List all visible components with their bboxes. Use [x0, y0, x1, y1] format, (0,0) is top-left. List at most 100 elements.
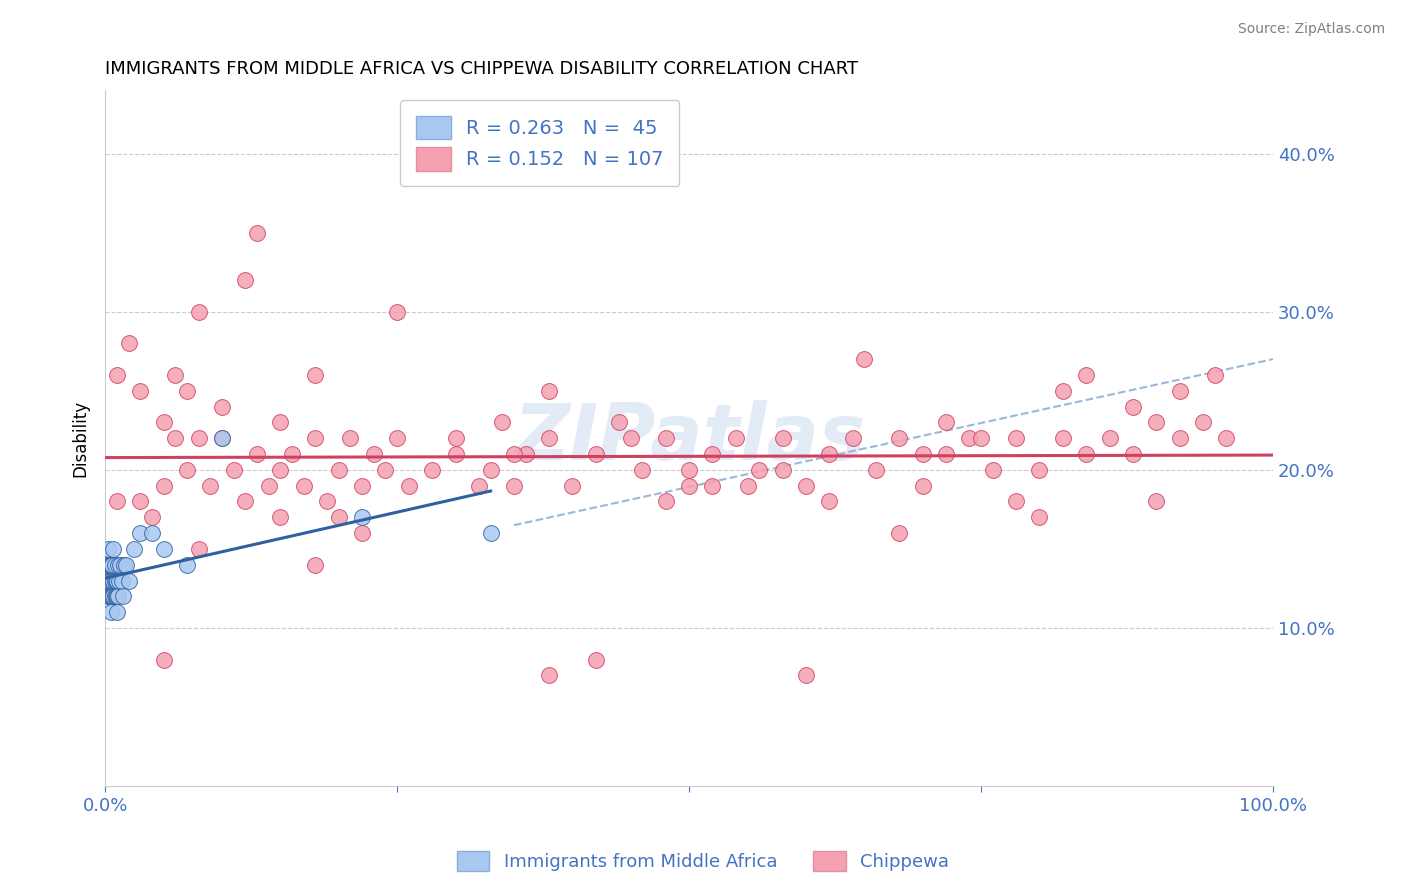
Point [841, 431, 863, 445]
Point [339, 431, 361, 445]
Point [1122, 400, 1144, 414]
Point [222, 463, 245, 477]
Point [96, 574, 118, 588]
Point [187, 304, 209, 318]
Point [103, 590, 125, 604]
Point [152, 652, 174, 666]
Point [101, 558, 124, 572]
Point [631, 463, 654, 477]
Point [100, 605, 122, 619]
Point [117, 336, 139, 351]
Point [935, 447, 957, 461]
Point [269, 463, 291, 477]
Point [152, 541, 174, 556]
Point [374, 463, 396, 477]
Point [211, 431, 233, 445]
Point [108, 574, 131, 588]
Point [1144, 416, 1167, 430]
Point [98, 590, 121, 604]
Point [328, 463, 350, 477]
Point [107, 558, 129, 572]
Point [105, 590, 128, 604]
Point [98, 558, 121, 572]
Point [101, 590, 124, 604]
Point [165, 368, 187, 382]
Point [1052, 431, 1074, 445]
Point [1168, 384, 1191, 398]
Point [104, 590, 127, 604]
Point [537, 431, 560, 445]
Point [702, 478, 724, 492]
Point [141, 510, 163, 524]
Text: ZIPatlas: ZIPatlas [513, 401, 865, 476]
Point [304, 558, 326, 572]
Point [96, 590, 118, 604]
Point [200, 478, 222, 492]
Point [352, 478, 374, 492]
Point [352, 526, 374, 541]
Point [101, 574, 124, 588]
Point [105, 494, 128, 508]
Point [818, 447, 841, 461]
Point [165, 431, 187, 445]
Point [97, 590, 120, 604]
Point [187, 541, 209, 556]
Point [100, 558, 122, 572]
Point [281, 447, 304, 461]
Point [620, 431, 643, 445]
Point [129, 384, 152, 398]
Point [103, 590, 125, 604]
Point [678, 478, 700, 492]
Point [105, 368, 128, 382]
Point [1028, 510, 1050, 524]
Point [1204, 368, 1226, 382]
Text: Source: ZipAtlas.com: Source: ZipAtlas.com [1237, 22, 1385, 37]
Point [129, 526, 152, 541]
Point [970, 431, 993, 445]
Point [911, 447, 934, 461]
Point [235, 494, 257, 508]
Point [111, 590, 134, 604]
Point [105, 605, 128, 619]
Point [385, 431, 408, 445]
Point [1052, 384, 1074, 398]
Point [479, 463, 502, 477]
Point [100, 590, 122, 604]
Point [889, 526, 911, 541]
Point [176, 384, 198, 398]
Point [363, 447, 385, 461]
Point [211, 431, 233, 445]
Point [328, 510, 350, 524]
Point [97, 558, 120, 572]
Point [246, 447, 269, 461]
Point [1005, 431, 1028, 445]
Point [103, 558, 125, 572]
Point [117, 574, 139, 588]
Point [152, 416, 174, 430]
Point [772, 463, 794, 477]
Point [853, 352, 876, 367]
Point [818, 494, 841, 508]
Point [1098, 431, 1121, 445]
Point [1144, 494, 1167, 508]
Point [1005, 494, 1028, 508]
Point [1122, 447, 1144, 461]
Point [110, 574, 132, 588]
Point [103, 541, 125, 556]
Point [607, 416, 630, 430]
Point [110, 558, 132, 572]
Point [537, 668, 560, 682]
Point [537, 384, 560, 398]
Point [911, 478, 934, 492]
Point [737, 478, 759, 492]
Point [561, 478, 583, 492]
Legend: Immigrants from Middle Africa, Chippewa: Immigrants from Middle Africa, Chippewa [450, 844, 956, 879]
Point [468, 478, 491, 492]
Point [420, 463, 443, 477]
Point [112, 558, 135, 572]
Point [97, 574, 120, 588]
Point [1168, 431, 1191, 445]
Point [503, 447, 526, 461]
Point [479, 526, 502, 541]
Point [176, 558, 198, 572]
